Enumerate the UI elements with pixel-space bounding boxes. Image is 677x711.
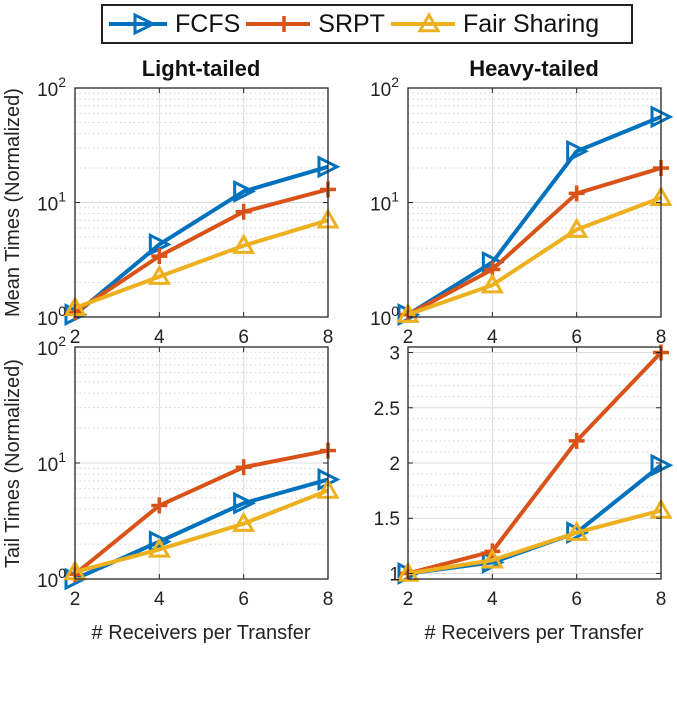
x-tick-label: 6 xyxy=(571,327,582,348)
data-point-srpt-6 xyxy=(568,185,585,202)
series-line-fair-sharing xyxy=(407,508,662,576)
y-tick-label: 3 xyxy=(389,344,400,365)
x-tick-label: 2 xyxy=(70,327,81,348)
panel-title-light-tailed: Light-tailed xyxy=(141,56,261,81)
y-tick-label: 102 xyxy=(37,333,66,360)
legend-item-fair-sharing: Fair Sharing xyxy=(385,6,599,42)
x-tick-label: 8 xyxy=(656,589,667,610)
series-fair-sharing xyxy=(396,185,673,323)
data-point-srpt-6 xyxy=(235,203,252,220)
data-point-srpt-6 xyxy=(235,459,252,476)
data-point-fair-sharing-4 xyxy=(147,537,171,558)
series-line-srpt xyxy=(407,351,663,576)
x-tick-label: 2 xyxy=(403,327,414,348)
y-tick-label: 100 xyxy=(37,303,66,330)
legend-swatch-srpt xyxy=(246,16,311,32)
y-tick-label: 100 xyxy=(37,565,66,592)
y-tick-label: 101 xyxy=(37,189,66,216)
data-point-fair-sharing-4 xyxy=(480,273,504,294)
x-tick-label: 8 xyxy=(323,327,334,348)
legend-marker-fcfs xyxy=(133,12,157,36)
legend-swatch-fair-sharing xyxy=(390,11,455,33)
x-axis-label-left: # Receivers per Transfer xyxy=(91,622,311,644)
data-point-fair-sharing-4 xyxy=(147,264,171,285)
panel-3: 2 4 6 8 100 101 102 xyxy=(37,333,341,610)
y-tick-label: 101 xyxy=(370,189,399,216)
series-line-srpt xyxy=(407,166,662,317)
series-line-srpt xyxy=(73,448,329,576)
x-tick-label: 2 xyxy=(70,589,81,610)
data-point-fcfs-6 xyxy=(566,139,590,163)
data-point-fair-sharing-4 xyxy=(480,548,504,569)
y-tick-label: 1 xyxy=(389,564,400,585)
data-point-fcfs-6 xyxy=(566,521,590,545)
x-tick-label: 6 xyxy=(571,589,582,610)
legend-swatch-fcfs xyxy=(109,12,167,36)
legend-marker-srpt xyxy=(276,16,293,32)
x-tick-label: 4 xyxy=(154,327,165,348)
data-point-fcfs-4 xyxy=(148,530,172,554)
x-tick-label: 6 xyxy=(238,589,249,610)
y-tick-label: 102 xyxy=(370,74,399,101)
legend-label-fcfs: FCFS xyxy=(175,9,241,38)
data-point-fair-sharing-2 xyxy=(396,302,420,323)
series-line-fcfs xyxy=(73,164,329,317)
legend-item-srpt: SRPT xyxy=(240,6,385,42)
series-line-fair-sharing xyxy=(74,218,329,310)
y-tick-label: 2.5 xyxy=(374,399,400,420)
data-point-fcfs-6 xyxy=(233,491,257,515)
x-tick-label: 4 xyxy=(154,589,165,610)
y-tick-label: 101 xyxy=(37,449,66,476)
data-point-fair-sharing-6 xyxy=(565,217,589,238)
series-line-fcfs xyxy=(406,114,662,317)
data-point-srpt-4 xyxy=(151,248,168,265)
data-point-fair-sharing-6 xyxy=(565,520,589,541)
y-tick-label: 100 xyxy=(370,303,399,330)
legend-label-srpt: SRPT xyxy=(318,9,385,38)
data-point-fcfs-6 xyxy=(233,179,257,203)
panel-title-heavy-tailed: Heavy-tailed xyxy=(469,56,599,81)
x-tick-label: 2 xyxy=(403,589,414,610)
panel-4: 2 4 6 8 1 1.5 2 2.5 3 xyxy=(374,344,674,610)
data-point-fair-sharing-6 xyxy=(232,511,256,532)
panel-2: 2 4 6 8 100 101 102 xyxy=(370,74,674,348)
legend-marker-fair-sharing xyxy=(417,11,441,33)
series-line-fair-sharing xyxy=(74,488,329,574)
data-point-srpt-4 xyxy=(151,497,168,514)
legend: FCFS SRPT Fair Sharing xyxy=(101,4,633,44)
y-tick-label: 2 xyxy=(389,454,400,475)
data-point-srpt-6 xyxy=(568,432,585,449)
x-tick-label: 4 xyxy=(487,589,498,610)
legend-label-fair-sharing: Fair Sharing xyxy=(462,9,600,38)
y-tick-label: 1.5 xyxy=(374,509,400,530)
x-tick-label: 8 xyxy=(656,327,667,348)
y-tick-label: 102 xyxy=(37,74,66,101)
legend-item-fcfs: FCFS xyxy=(103,6,240,42)
x-tick-label: 8 xyxy=(323,589,334,610)
data-point-fair-sharing-2 xyxy=(396,561,420,582)
data-point-fair-sharing-6 xyxy=(232,233,256,254)
series-line-srpt xyxy=(73,187,329,314)
panel-1: 2 4 6 8 100 101 102 xyxy=(37,74,341,348)
x-axis-label-right: # Receivers per Transfer xyxy=(424,622,644,644)
x-tick-label: 6 xyxy=(238,327,249,348)
series-line-fair-sharing xyxy=(407,195,662,317)
x-tick-label: 4 xyxy=(487,327,498,348)
